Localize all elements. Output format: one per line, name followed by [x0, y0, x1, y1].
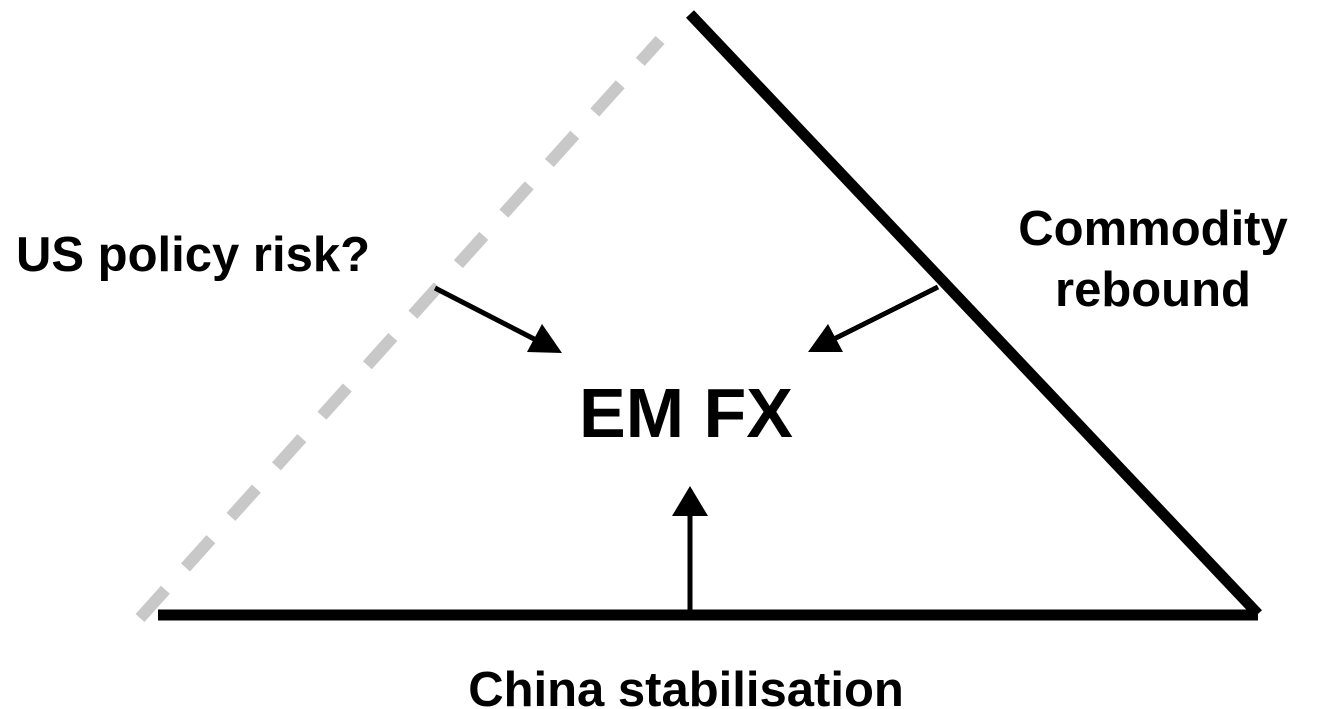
- arrow-us-policy: [433, 285, 562, 353]
- triangle-left-edge-dashed: [135, 35, 665, 623]
- left-label: US policy risk?: [16, 228, 370, 282]
- triangle-right-edge: [686, 10, 1262, 618]
- right-label-line1: Commodity: [1018, 202, 1288, 256]
- arrow-china-stabilisation: [672, 486, 708, 612]
- center-label: EM FX: [579, 374, 793, 452]
- right-label-line2: rebound: [1055, 263, 1251, 317]
- arrow-commodity-rebound: [808, 284, 940, 352]
- bottom-label: China stabilisation: [468, 663, 904, 709]
